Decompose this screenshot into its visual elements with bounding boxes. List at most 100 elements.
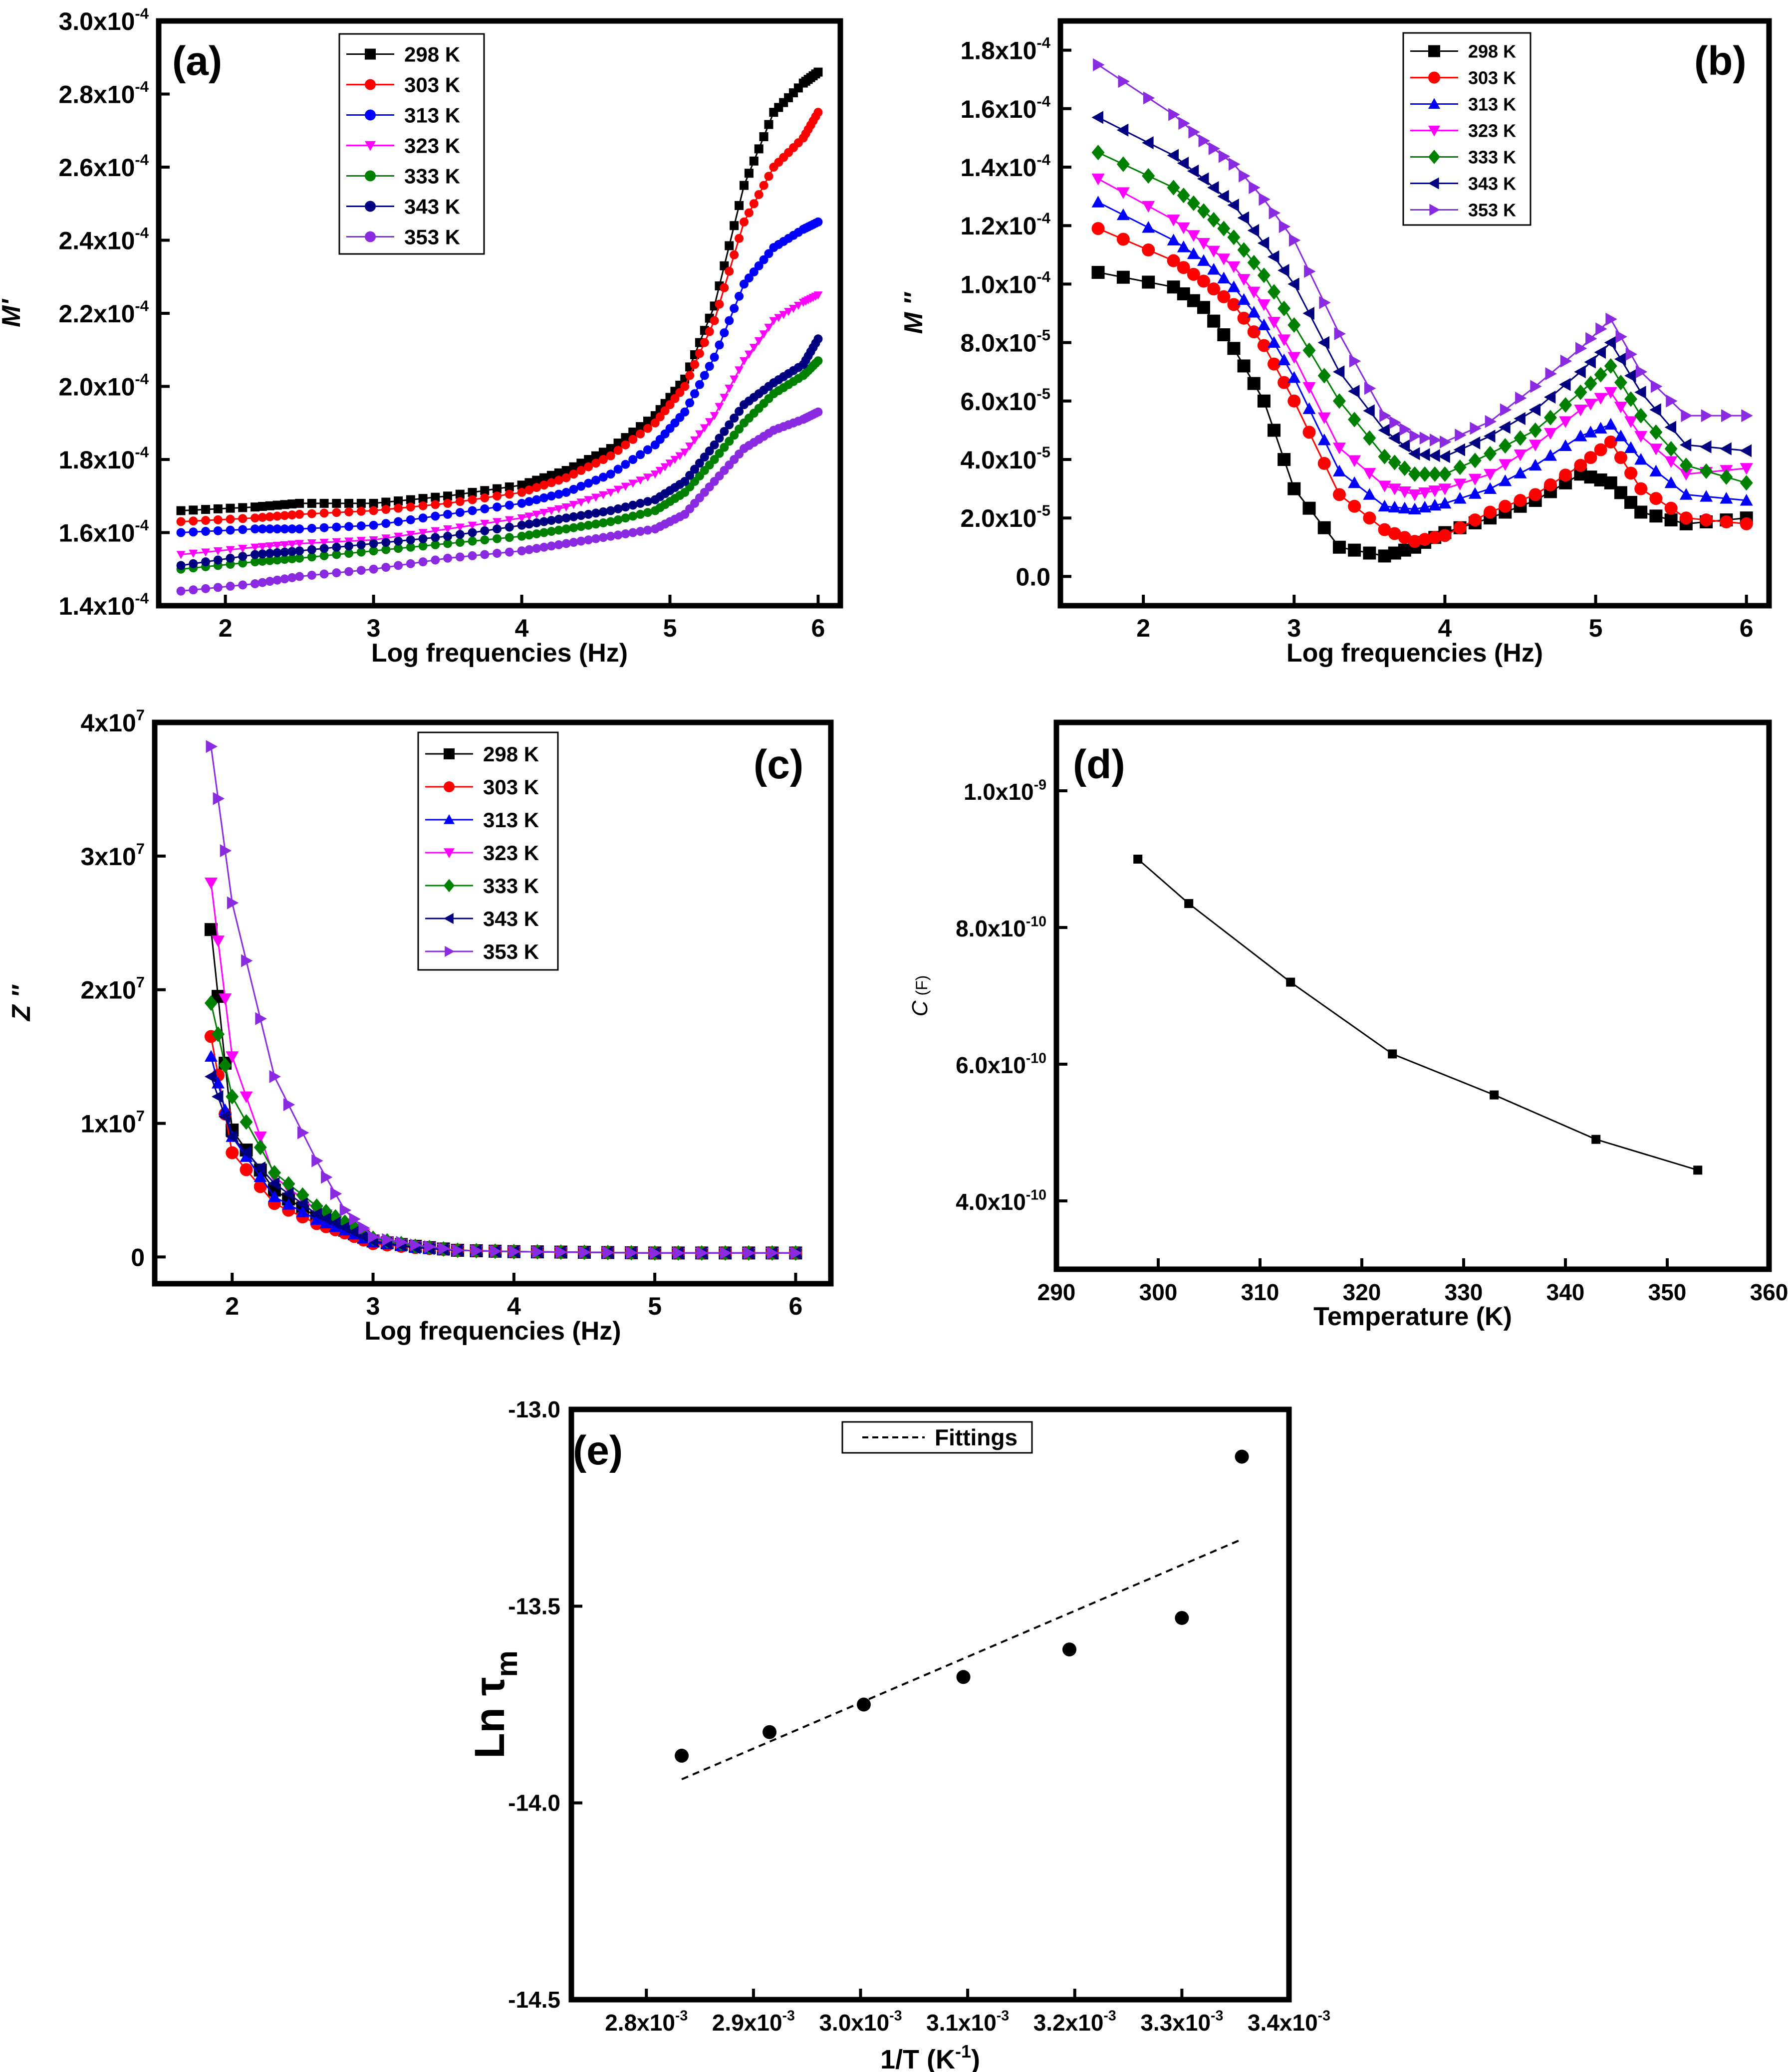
- data-point: [1247, 377, 1261, 390]
- y-tick-label-base: 1x10: [81, 1110, 136, 1138]
- data-point: [695, 459, 704, 468]
- data-point: [720, 443, 729, 452]
- data-point: [267, 1177, 280, 1190]
- data-point: [219, 993, 232, 1005]
- data-point: [295, 572, 304, 581]
- data-point: [813, 356, 823, 366]
- data-point: [744, 208, 754, 218]
- data-point: [1237, 274, 1251, 286]
- data-point: [1740, 463, 1753, 475]
- data-point: [1529, 422, 1542, 438]
- data-point: [1302, 307, 1314, 320]
- x-tick-label: 3: [366, 1292, 380, 1320]
- plot-frame-d: [1053, 719, 1772, 1272]
- y-axis-title-main: C: [908, 1000, 932, 1016]
- plot-frame-b: [1057, 18, 1772, 609]
- data-point: [257, 578, 267, 587]
- data-point: [665, 400, 675, 410]
- data-point: [347, 1225, 360, 1239]
- data-point: [1167, 254, 1180, 267]
- data-point: [307, 570, 316, 580]
- x-tick-label: 4: [515, 614, 529, 642]
- data-point: [282, 1187, 294, 1200]
- data-point: [480, 519, 490, 528]
- data-point: [643, 424, 652, 433]
- data-point: [606, 469, 615, 479]
- data-point: [1559, 439, 1572, 452]
- data-point: [1091, 222, 1105, 235]
- y-tick-label-exp: -4: [135, 516, 149, 534]
- series-line: [181, 112, 819, 523]
- y-tick-label-exp: -10: [1026, 1187, 1046, 1203]
- data-point: [1700, 463, 1713, 479]
- data-point: [763, 1725, 777, 1739]
- data-point: [394, 561, 403, 570]
- data-point: [332, 498, 341, 508]
- data-point: [1584, 451, 1597, 464]
- data-point: [628, 528, 638, 537]
- data-point: [1591, 1135, 1601, 1144]
- y-tick-label-base: 0.0: [1016, 563, 1050, 591]
- panel-a: 2 3 4 5 61.4x10-41.6x10-41.8x10-42.0x10-42.2…: [0, 5, 843, 668]
- data-point: [1594, 346, 1606, 359]
- data-point: [650, 470, 660, 479]
- data-point: [257, 549, 267, 559]
- data-point: [1167, 180, 1180, 196]
- data-point: [310, 1207, 322, 1221]
- data-point: [1287, 317, 1301, 333]
- legend-marker: [365, 231, 376, 242]
- data-point: [598, 472, 608, 482]
- data-point: [561, 473, 571, 482]
- x-tick-label-base: 3.4x10: [1248, 2010, 1318, 2036]
- data-point: [265, 542, 274, 551]
- data-point: [505, 547, 514, 557]
- data-point: [539, 528, 549, 537]
- y-tick-label-base: 0: [131, 1243, 145, 1271]
- data-point: [1740, 494, 1753, 506]
- data-point: [685, 442, 695, 451]
- series-313-K: [1091, 196, 1753, 515]
- data-point: [443, 491, 453, 501]
- data-point: [621, 440, 630, 450]
- data-point: [1268, 284, 1281, 300]
- data-point: [1257, 299, 1271, 311]
- legend-marker: [1428, 45, 1440, 57]
- data-point: [1287, 371, 1301, 383]
- legend-label: 303 K: [404, 73, 460, 97]
- data-point: [358, 1221, 370, 1235]
- data-point: [1740, 517, 1753, 530]
- y-tick-label-base: 1.0x10: [960, 270, 1036, 298]
- data-point: [739, 181, 749, 190]
- data-point: [715, 403, 724, 411]
- data-point: [1584, 399, 1597, 411]
- data-point: [1348, 476, 1361, 488]
- data-point: [455, 523, 465, 532]
- data-point: [730, 304, 739, 313]
- data-point: [287, 573, 297, 582]
- data-point: [505, 482, 514, 491]
- data-point: [204, 1070, 217, 1083]
- series-298-K: [1091, 265, 1753, 563]
- data-point: [1237, 242, 1251, 258]
- data-point: [621, 482, 630, 491]
- data-point: [730, 375, 739, 384]
- data-point: [700, 371, 709, 380]
- data-point: [591, 475, 601, 485]
- legend-label: 298 K: [404, 43, 460, 66]
- series-343-K: [1091, 111, 1752, 463]
- y-axis-title-c: Z ″: [7, 984, 36, 1022]
- data-point: [468, 536, 477, 546]
- data-point: [1217, 328, 1231, 341]
- data-point: [1286, 977, 1295, 987]
- data-point: [696, 1246, 709, 1260]
- data-point: [561, 465, 571, 475]
- data-point: [1319, 296, 1331, 309]
- data-point: [431, 555, 440, 565]
- data-point: [1218, 150, 1231, 163]
- y-tick-label-exp: 7: [136, 973, 145, 991]
- legend-a: 298 K 303 K 313 K 323 K 333 K 343 K 353 K: [338, 33, 485, 255]
- data-point: [517, 531, 526, 541]
- data-point: [1388, 432, 1400, 445]
- data-point: [1429, 433, 1442, 447]
- data-point: [813, 108, 823, 117]
